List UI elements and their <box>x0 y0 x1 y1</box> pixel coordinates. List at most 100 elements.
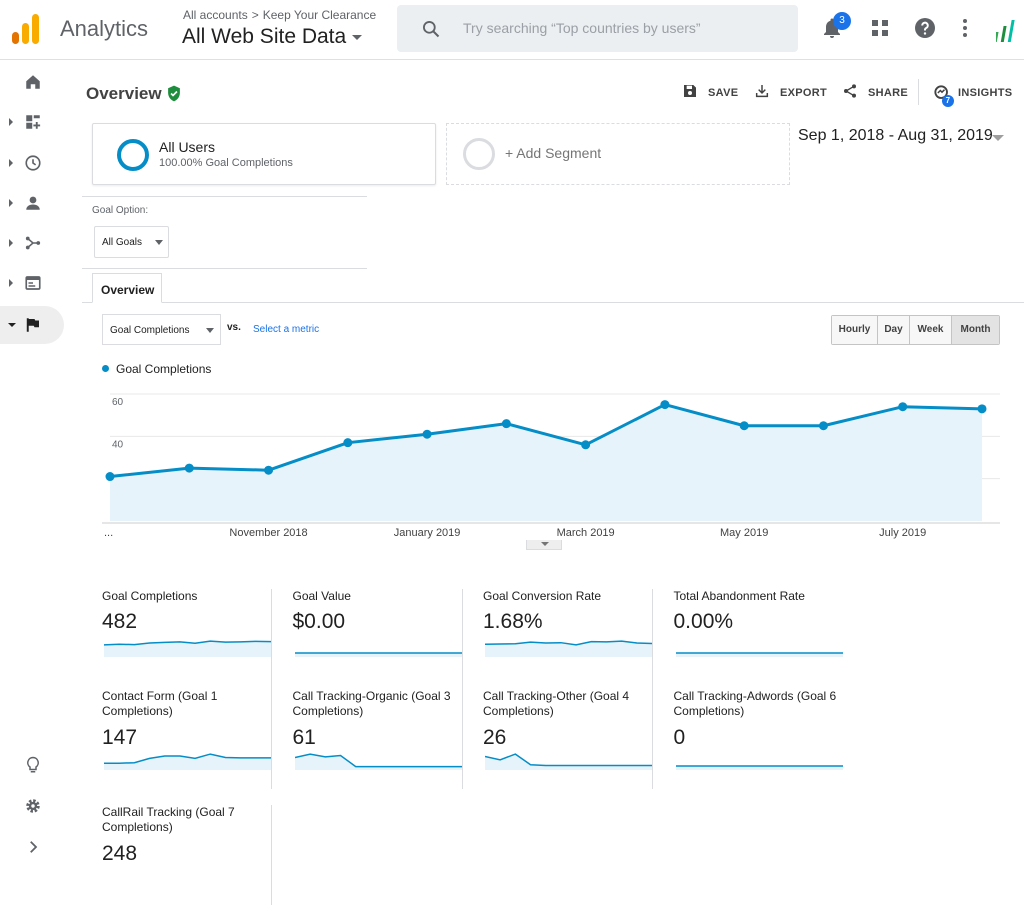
nav-admin[interactable] <box>0 787 64 825</box>
apps-grid-icon[interactable] <box>868 16 892 40</box>
series-line <box>109 403 983 479</box>
expand-arrow-icon <box>9 239 13 247</box>
vs-label: vs. <box>227 322 241 333</box>
data-point[interactable] <box>184 463 194 473</box>
segment-all-users[interactable]: All Users 100.00% Goal Completions <box>92 123 436 185</box>
data-point[interactable] <box>581 440 591 450</box>
nav-discover[interactable] <box>0 746 64 784</box>
scorecard[interactable]: Call Tracking-Adwords (Goal 6 Completion… <box>654 689 844 789</box>
expand-arrow-icon <box>9 279 13 287</box>
sparkline-line <box>294 753 462 768</box>
metric-dropdown[interactable]: Goal Completions <box>102 314 221 345</box>
scorecard-label: Goal Completions <box>102 589 198 603</box>
divider <box>82 196 367 197</box>
scorecard[interactable]: Total Abandonment Rate 0.00% <box>654 589 844 689</box>
insights-icon <box>934 85 948 99</box>
left-navigation <box>0 61 64 868</box>
data-point[interactable] <box>739 421 749 431</box>
nav-home[interactable] <box>0 63 64 101</box>
data-point[interactable] <box>105 472 115 482</box>
chevron-right-icon <box>30 841 38 853</box>
clock-icon <box>25 155 41 171</box>
goal-option-dropdown[interactable]: All Goals <box>94 226 169 258</box>
nav-behavior[interactable] <box>0 264 64 302</box>
scorecard[interactable]: Goal Value $0.00 <box>273 589 463 689</box>
scorecard-label: Call Tracking-Adwords (Goal 6 Completion… <box>673 689 837 718</box>
search-box[interactable] <box>397 5 798 52</box>
chart-collapse-handle[interactable] <box>526 540 562 550</box>
scorecard[interactable]: Goal Completions 482 <box>82 589 272 689</box>
nav-realtime[interactable] <box>0 144 64 182</box>
tab-overview[interactable]: Overview <box>92 273 162 303</box>
date-range-picker[interactable]: Sep 1, 2018 - Aug 31, 2019 <box>798 127 1004 145</box>
analytics-logo[interactable] <box>12 14 40 44</box>
scorecard[interactable]: Call Tracking-Organic (Goal 3 Completion… <box>273 689 463 789</box>
expand-arrow-icon <box>9 199 13 207</box>
x-tick-label: May 2019 <box>720 527 768 539</box>
chart-legend: Goal Completions <box>102 362 211 376</box>
scorecard[interactable]: Goal Conversion Rate 1.68% <box>463 589 653 689</box>
save-label: SAVE <box>708 87 739 99</box>
view-selector[interactable]: All Web Site Data <box>182 25 363 49</box>
more-vert-icon[interactable] <box>953 16 977 40</box>
sparkline <box>485 753 652 770</box>
insights-count-badge: 7 <box>942 95 954 107</box>
x-tick-label: July 2019 <box>879 527 926 539</box>
breadcrumb[interactable]: All accounts > Keep Your Clearance <box>183 8 376 22</box>
add-segment-button[interactable]: + Add Segment <box>446 123 790 185</box>
page-title: Overview <box>86 84 162 103</box>
x-tick-label: ... <box>104 527 113 539</box>
insights-label: INSIGHTS <box>958 87 1013 99</box>
caret-down-icon <box>992 135 1004 141</box>
sparkline <box>104 640 272 657</box>
select-metric-link[interactable]: Select a metric <box>253 324 320 335</box>
actions-divider <box>918 79 919 105</box>
scorecard-label: Contact Form (Goal 1 Completions) <box>102 689 218 718</box>
x-tick-label: November 2018 <box>229 527 307 539</box>
sparkline <box>104 753 271 770</box>
granularity-day-button[interactable]: Day <box>878 316 910 344</box>
scorecard-label: Call Tracking-Organic (Goal 3 Completion… <box>292 689 451 718</box>
data-point[interactable] <box>818 421 828 431</box>
lightbulb-icon <box>27 756 39 773</box>
gear-icon <box>26 799 40 813</box>
data-point[interactable] <box>264 465 274 475</box>
scorecard[interactable]: Call Tracking-Other (Goal 4 Completions)… <box>463 689 653 789</box>
nav-conversions[interactable] <box>0 306 64 344</box>
breadcrumb-account[interactable]: Keep Your Clearance <box>262 8 377 22</box>
scorecard[interactable]: CallRail Tracking (Goal 7 Completions) 24… <box>82 805 272 905</box>
series-area <box>110 404 982 521</box>
data-point[interactable] <box>977 404 987 414</box>
granularity-month-button[interactable]: Month <box>952 316 999 344</box>
data-point[interactable] <box>343 438 353 448</box>
data-point[interactable] <box>501 419 511 429</box>
granularity-week-button[interactable]: Week <box>910 316 952 344</box>
nav-acquisition[interactable] <box>0 224 64 262</box>
search-input[interactable] <box>463 17 783 39</box>
help-icon[interactable] <box>913 16 937 40</box>
sparkline-line <box>485 640 653 646</box>
sparkline <box>675 765 843 770</box>
nav-customization[interactable] <box>0 103 64 141</box>
breadcrumb-account-root[interactable]: All accounts <box>183 8 248 22</box>
verified-shield-icon <box>168 85 180 102</box>
scorecard-value: 0 <box>673 726 686 749</box>
nav-audience[interactable] <box>0 184 64 222</box>
data-point[interactable] <box>898 402 908 412</box>
export-label: EXPORT <box>780 87 828 99</box>
granularity-hourly-button[interactable]: Hourly <box>832 316 878 344</box>
expand-arrow-icon <box>9 159 13 167</box>
sparkline-area <box>294 653 462 657</box>
data-point[interactable] <box>660 400 670 410</box>
data-point[interactable] <box>422 429 432 439</box>
collapse-arrow-icon <box>8 323 16 327</box>
scorecard-label: CallRail Tracking (Goal 7 Completions) <box>102 805 235 834</box>
tab-divider <box>82 302 1024 303</box>
account-avatar-icon[interactable] <box>996 18 1020 42</box>
scorecard[interactable]: Contact Form (Goal 1 Completions) 147 <box>82 689 272 789</box>
scorecard-value: 61 <box>292 726 316 749</box>
add-segment-label: + Add Segment <box>505 145 602 161</box>
nav-expand[interactable] <box>0 828 64 866</box>
segment-name: All Users <box>159 139 216 155</box>
